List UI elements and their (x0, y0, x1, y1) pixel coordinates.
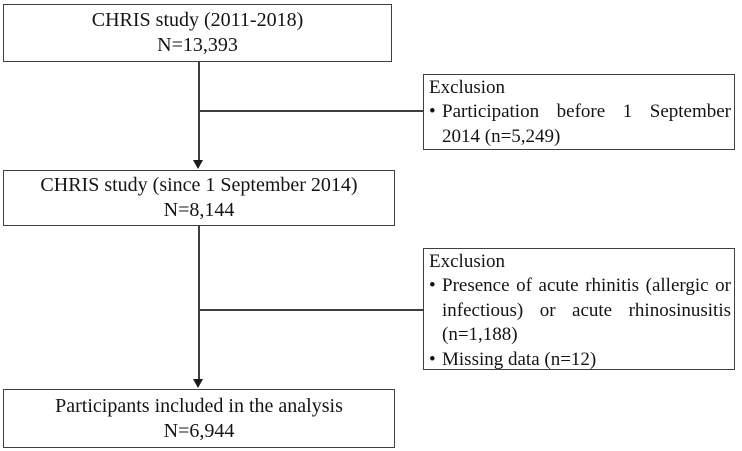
bullet-icon: • (429, 348, 436, 370)
exclusion-item: • Missing data (n=12) (429, 348, 731, 372)
connector-branch-line-1 (198, 110, 423, 112)
arrow-down-icon (193, 379, 203, 388)
connector-vertical-line-2 (198, 226, 200, 380)
box-title: CHRIS study (2011-2018) (91, 9, 304, 31)
exclusion-box-1: Exclusion • Participation before 1 Septe… (423, 74, 735, 150)
exclusion-item-text: Presence of acute rhinitis (allergic or … (442, 275, 731, 346)
flow-box-participants-included: Participants included in the analysis N=… (3, 389, 395, 448)
exclusion-title: Exclusion (429, 77, 505, 98)
bullet-icon: • (429, 275, 436, 297)
box-title: CHRIS study (since 1 September 2014) (40, 174, 358, 196)
exclusion-item-text: Missing data (n=12) (442, 348, 597, 370)
arrow-down-icon (193, 160, 203, 169)
exclusion-item-text: Participation before 1 September 2014 (n… (442, 101, 731, 147)
exclusion-item: • Participation before 1 September 2014 … (429, 100, 731, 149)
connector-branch-line-2 (198, 309, 423, 311)
box-count: N=13,393 (157, 34, 238, 56)
bullet-icon: • (429, 101, 436, 123)
flow-box-chris-study-since-2014: CHRIS study (since 1 September 2014) N=8… (3, 170, 395, 226)
exclusion-item: • Presence of acute rhinitis (allergic o… (429, 274, 731, 347)
exclusion-box-2: Exclusion • Presence of acute rhinitis (… (423, 248, 735, 370)
box-count: N=6,944 (163, 419, 235, 442)
box-title: Participants included in the analysis (55, 394, 343, 417)
exclusion-title: Exclusion (429, 251, 505, 272)
flow-box-chris-study-2011-2018: CHRIS study (2011-2018) N=13,393 (3, 4, 392, 62)
box-count: N=8,144 (163, 199, 235, 221)
